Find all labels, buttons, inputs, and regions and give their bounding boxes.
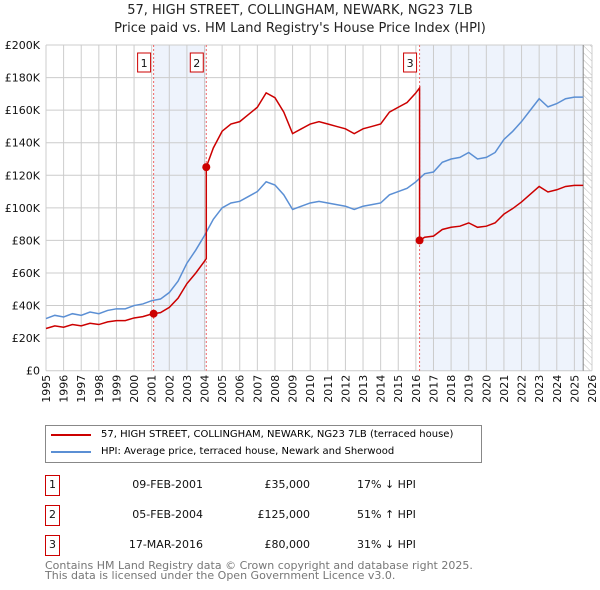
legend-label-hpi: HPI: Average price, terraced house, Newa… (101, 446, 395, 457)
x-tick-label: 2022 (516, 375, 529, 403)
footer: Contains HM Land Registry data © Crown c… (45, 559, 473, 582)
legend-swatch-hpi (51, 450, 91, 453)
footer-line-1: Contains HM Land Registry data © Crown c… (45, 559, 473, 572)
sale-hpi-diff: 17% ↓ HPI (357, 478, 416, 491)
sale-price: £80,000 (264, 538, 311, 551)
sale-badge: 1 (45, 475, 60, 496)
sale-date: 09-FEB-2001 (132, 478, 203, 491)
x-tick-label: 2012 (339, 375, 352, 403)
sale-label-box (189, 52, 204, 73)
y-tick-label: £100K (5, 202, 41, 215)
x-tick-label: 2009 (287, 375, 300, 403)
plot-area: 1995 1996 1997 1998 1999 2000 2001 2002 2003 2004… (5, 39, 599, 403)
x-tick-label: 2021 (498, 375, 511, 403)
y-tick-label: £140K (5, 137, 41, 150)
x-tick-label: 1995 (40, 375, 53, 403)
chart-title: 57, HIGH STREET, COLLINGHAM, NEWARK, NG2… (127, 3, 473, 18)
x-tick-label: 2002 (163, 375, 176, 403)
x-tick-label: 2014 (375, 375, 388, 403)
x-tick-label: 2013 (357, 375, 370, 403)
sale-badge: 2 (45, 505, 60, 526)
sale-row: 2 05-FEB-2004 £125,000 51% ↑ HPI (45, 505, 445, 526)
sale-row: 3 17-MAR-2016 £80,000 31% ↓ HPI (45, 535, 445, 556)
x-tick-label: 2020 (480, 375, 493, 403)
x-tick-label: 2023 (533, 375, 546, 403)
sale-point (149, 309, 158, 318)
x-tick-label: 2003 (181, 375, 194, 403)
x-tick-label: 2004 (199, 375, 212, 403)
x-tick-label: 2017 (427, 375, 440, 403)
x-tick-label: 2006 (234, 375, 247, 403)
y-tick-label: £160K (5, 104, 41, 117)
sale-label: 3 (407, 57, 414, 70)
y-tick-label: £60K (12, 267, 41, 280)
y-tick-label: £200K (5, 39, 41, 52)
x-tick-label: 2011 (322, 375, 335, 403)
x-tick-label: 2026 (586, 375, 599, 403)
sale-point (415, 236, 424, 245)
legend: 57, HIGH STREET, COLLINGHAM, NEWARK, NG2… (45, 425, 482, 463)
x-tick-label: 2015 (392, 375, 405, 403)
y-tick-label: £120K (5, 169, 41, 182)
sale-point (202, 163, 211, 172)
sale-label-box (403, 52, 418, 73)
sale-label-box (137, 52, 152, 73)
sale-hpi-diff: 51% ↑ HPI (357, 508, 416, 521)
x-tick-label: 2025 (568, 375, 581, 403)
property-line (45, 85, 584, 330)
sale-price: £125,000 (257, 508, 311, 521)
sale-date: 17-MAR-2016 (128, 538, 203, 551)
x-tick-label: 2000 (128, 375, 141, 403)
footer-line-2: This data is licensed under the Open Gov… (45, 569, 396, 582)
x-tick-label: 1998 (93, 375, 106, 403)
x-tick-label: 2018 (445, 375, 458, 403)
x-tick-label: 2001 (146, 375, 159, 403)
sale-date: 05-FEB-2004 (132, 508, 203, 521)
x-tick-label: 2016 (410, 375, 423, 403)
hpi-line (45, 96, 584, 320)
x-tick-label: 2007 (251, 375, 264, 403)
sale-price: £35,000 (264, 478, 311, 491)
chart-subtitle: Price paid vs. HM Land Registry's House … (114, 21, 486, 36)
y-tick-label: £40K (12, 300, 41, 313)
sale-hpi-diff: 31% ↓ HPI (357, 538, 416, 551)
x-tick-label: 1999 (110, 375, 123, 403)
y-tick-label: £180K (5, 72, 41, 85)
sale-badge: 3 (45, 535, 60, 556)
y-tick-label: £0 (26, 365, 40, 378)
x-tick-label: 2024 (551, 375, 564, 403)
legend-swatch-property (51, 433, 91, 436)
y-tick-label: £80K (12, 234, 41, 247)
x-tick-label: 2019 (463, 375, 476, 403)
x-tick-label: 1997 (75, 375, 88, 403)
x-tick-label: 1996 (58, 375, 71, 403)
x-tick-label: 2005 (216, 375, 229, 403)
legend-label-property: 57, HIGH STREET, COLLINGHAM, NEWARK, NG2… (101, 429, 454, 440)
sale-label: 1 (141, 57, 148, 70)
sale-label: 2 (193, 57, 200, 70)
x-tick-label: 2010 (304, 375, 317, 403)
x-tick-label: 2008 (269, 375, 282, 403)
sale-row: 1 09-FEB-2001 £35,000 17% ↓ HPI (45, 475, 445, 496)
y-tick-label: £20K (12, 332, 41, 345)
